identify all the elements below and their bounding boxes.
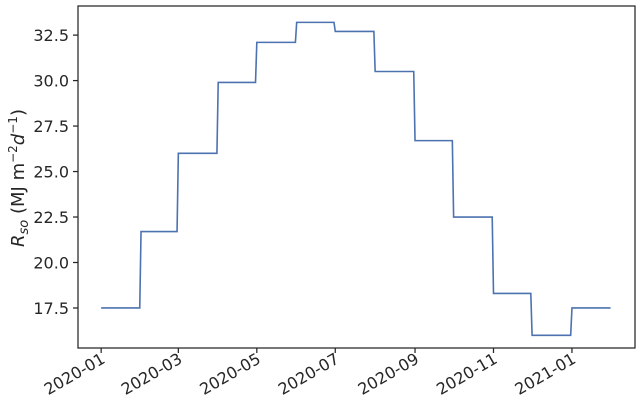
y-tick-label: 27.5 [33,117,69,136]
x-tick-label: 2021-01 [512,349,579,399]
y-label-subscript: so [17,220,32,235]
y-axis: 17.5 20.0 22.5 25.0 27.5 30.0 32.5 [33,26,78,318]
y-label-units-suffix: ) [8,109,29,116]
plot-area [77,5,636,349]
y-label-exp1: −2 [6,145,20,163]
y-label-exp2: −1 [6,116,20,134]
x-tick-label: 2020-07 [275,349,342,399]
x-tick-label: 2020-09 [355,349,422,399]
series-group [101,21,611,337]
y-label-units-d: d [8,133,29,145]
x-tick-label: 2020-05 [196,349,263,399]
x-axis: 2020-01 2020-03 2020-05 2020-07 2020-09 2020-… [41,348,579,399]
y-tick-label: 25.0 [33,163,69,182]
x-tick-label: 2020-01 [41,349,108,399]
series-line [101,21,611,337]
y-tick-label: 17.5 [33,299,69,318]
y-label-symbol: R [8,234,29,247]
y-tick-label: 20.0 [33,254,69,273]
y-axis-label: Rso (MJ m−2d−1) [6,109,32,247]
y-label-units-prefix: (MJ m [8,163,29,220]
y-tick-label: 30.0 [33,72,69,91]
x-tick-label: 2020-03 [118,349,185,399]
y-tick-label: 32.5 [33,26,69,45]
y-tick-label: 22.5 [33,208,69,227]
x-tick-label: 2020-11 [433,349,500,399]
